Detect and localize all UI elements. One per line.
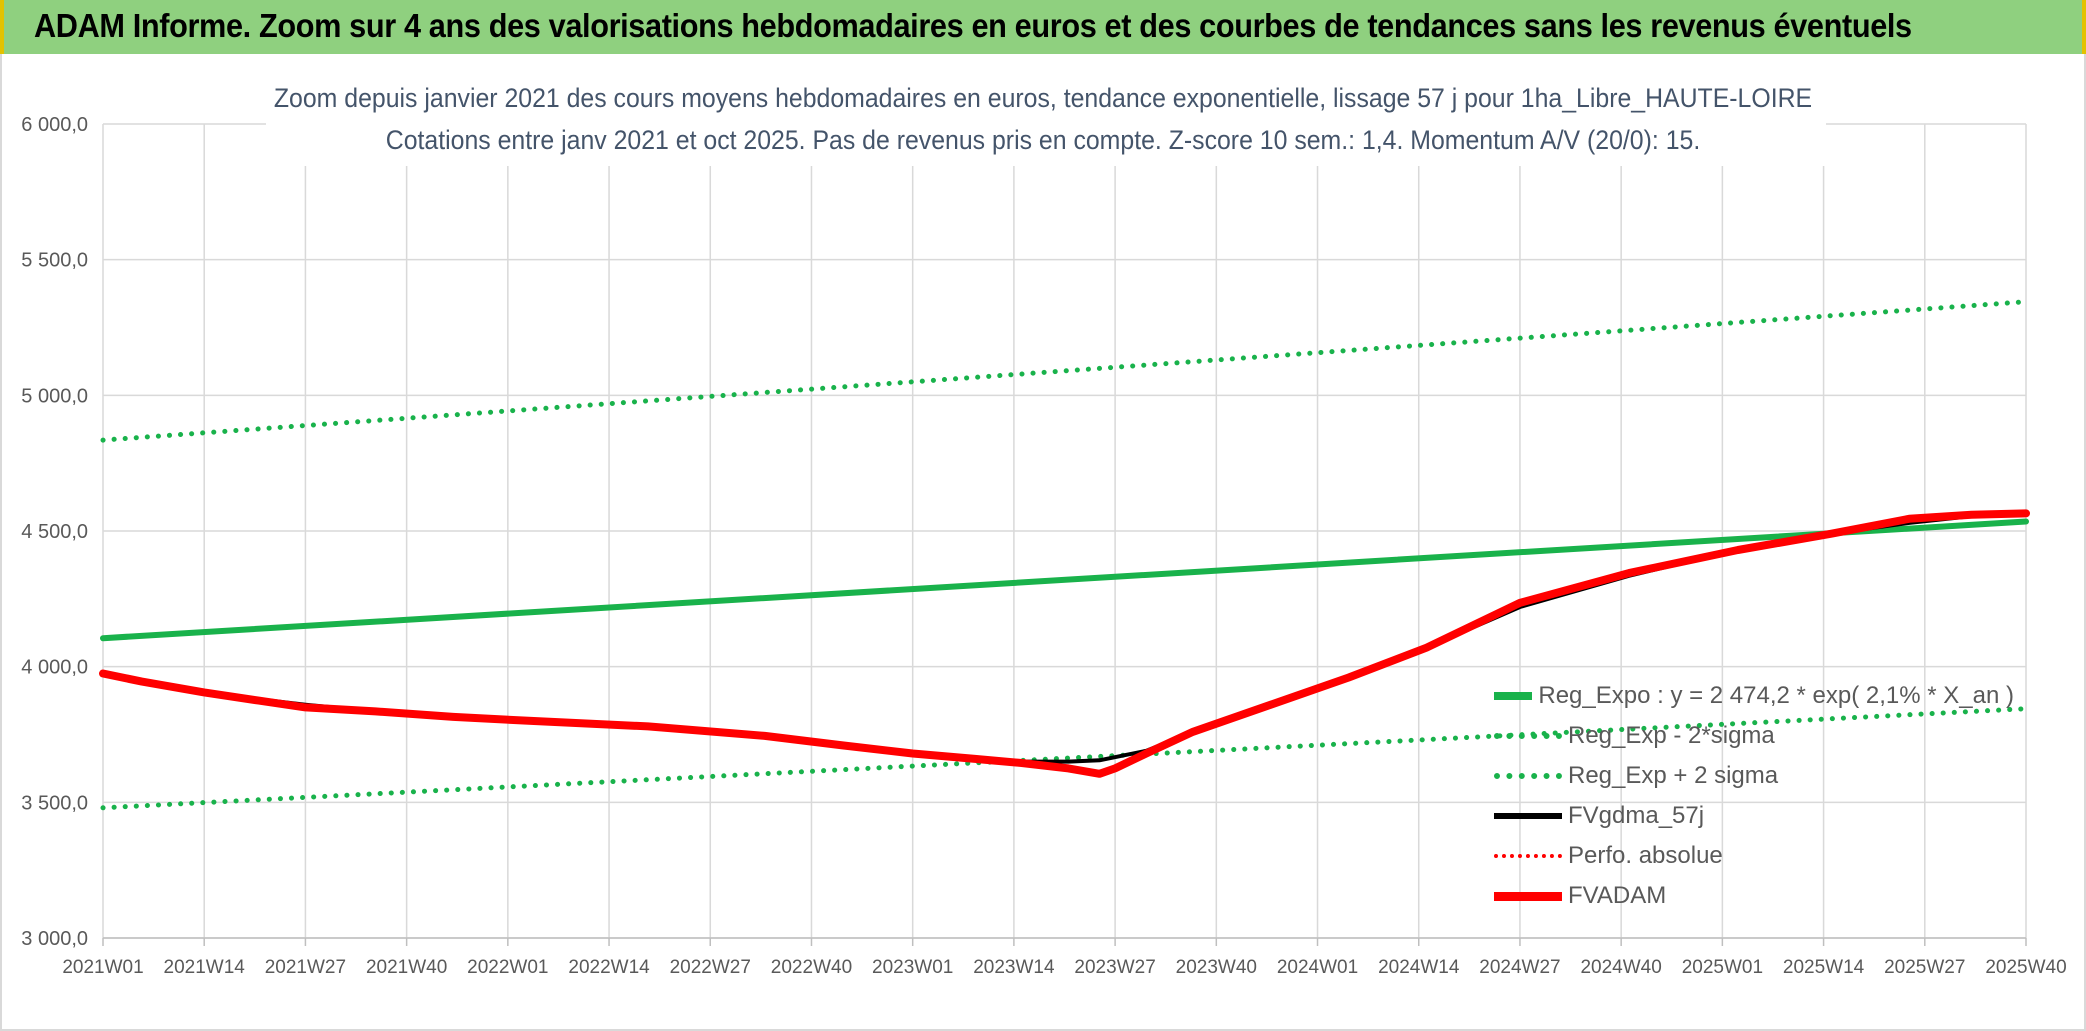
legend-item-fvgdma: FVgdma_57j — [1494, 796, 2014, 836]
x-tick-label: 2025W01 — [1682, 957, 1763, 978]
legend-swatch — [1494, 891, 1562, 901]
legend-swatch — [1494, 854, 1562, 858]
legend-swatch — [1494, 733, 1562, 739]
legend-item-reg-exp-plus: Reg_Exp + 2 sigma — [1494, 756, 2014, 796]
series-fvadam — [99, 509, 2030, 778]
x-tick-label: 2025W40 — [1985, 957, 2066, 978]
chart-frame — [0, 54, 2086, 1031]
legend-item-reg-expo: Reg_Expo : y = 2 474,2 * exp( 2,1% * X_a… — [1494, 676, 2014, 716]
y-tick-label: 4 500,0 — [21, 521, 88, 543]
x-tick-label: 2022W40 — [771, 957, 852, 978]
y-tick-label: 5 000,0 — [21, 385, 88, 407]
title-background — [266, 80, 1826, 166]
x-tick-label: 2021W40 — [366, 957, 447, 978]
legend-item-fvadam: FVADAM — [1494, 876, 2014, 916]
x-tick-label: 2022W01 — [467, 957, 548, 978]
y-tick-label: 3 000,0 — [21, 928, 88, 950]
banner: ADAM Informe. Zoom sur 4 ans des valoris… — [0, 0, 2086, 54]
series-reg-expo — [100, 518, 2029, 642]
x-tick-label: 2022W27 — [670, 957, 751, 978]
legend-label: FVADAM — [1568, 882, 1667, 909]
x-tick-label: 2024W40 — [1580, 957, 1661, 978]
x-tick-label: 2021W01 — [62, 957, 143, 978]
x-tick-label: 2024W27 — [1479, 957, 1560, 978]
legend-item-perfo-absolue: Perfo. absolue — [1494, 836, 2014, 876]
series-reg-exp-plus-2sigma — [100, 299, 2029, 443]
legend-swatch — [1494, 813, 1562, 819]
legend-label: Reg_Expo : y = 2 474,2 * exp( 2,1% * X_a… — [1538, 682, 2014, 709]
series-lines — [99, 299, 2030, 811]
legend-label: FVgdma_57j — [1568, 802, 1705, 829]
legend-swatch — [1494, 773, 1562, 779]
legend-label: Reg_Exp + 2 sigma — [1568, 762, 1779, 789]
legend-label: Perfo. absolue — [1568, 842, 1723, 869]
y-tick-label: 3 500,0 — [21, 792, 88, 814]
chart-subtitle: Cotations entre janv 2021 et oct 2025. P… — [385, 125, 1701, 155]
x-tick-label: 2024W01 — [1277, 957, 1358, 978]
y-tick-label: 4 000,0 — [21, 657, 88, 679]
x-tick-label: 2022W14 — [568, 957, 650, 978]
series-reg-exp-minus-2sigma — [100, 706, 2029, 811]
chart-title: Zoom depuis janvier 2021 des cours moyen… — [273, 83, 1813, 113]
x-tick-label: 2025W27 — [1884, 957, 1965, 978]
x-tick-label: 2021W27 — [265, 957, 346, 978]
x-axis: 2021W01 2021W14 2021W27 2021W40 2022W01 2022W… — [62, 937, 2067, 978]
x-tick-label: 2025W14 — [1783, 957, 1865, 978]
x-tick-label: 2021W14 — [164, 957, 246, 978]
x-tick-label: 2024W14 — [1378, 957, 1460, 978]
legend: Reg_Expo : y = 2 474,2 * exp( 2,1% * X_a… — [1494, 676, 2014, 916]
y-tick-label: 6 000,0 — [21, 114, 88, 136]
legend-swatch — [1494, 692, 1533, 700]
y-axis: 3 000,0 3 500,0 4 000,0 4 500,0 5 000,0 5 500… — [21, 114, 88, 950]
x-tick-label: 2023W01 — [872, 957, 953, 978]
x-tick-label: 2023W14 — [973, 957, 1055, 978]
banner-title: ADAM Informe. Zoom sur 4 ans des valoris… — [34, 7, 1912, 44]
legend-label: Reg_Exp - 2*sigma — [1568, 722, 1775, 749]
x-tick-label: 2023W40 — [1176, 957, 1257, 978]
x-tick-label: 2023W27 — [1074, 957, 1155, 978]
y-tick-label: 5 500,0 — [21, 250, 88, 272]
legend-item-reg-exp-minus: Reg_Exp - 2*sigma — [1494, 716, 2014, 756]
